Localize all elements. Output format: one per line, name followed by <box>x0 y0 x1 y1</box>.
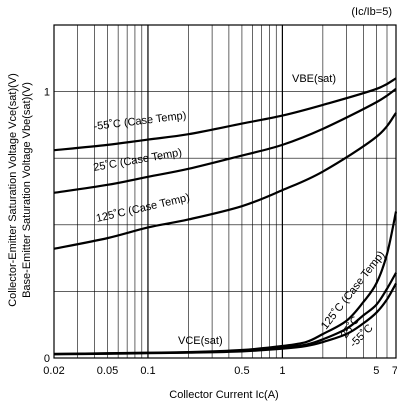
curve-labels: VBE(sat) VCE(sat) -55˚C (Case Temp) 25˚C… <box>92 73 387 350</box>
series-line-vbe-1 <box>53 88 397 194</box>
y-tick-label: 1 <box>44 87 50 99</box>
grid <box>54 25 397 358</box>
x-tick-label: 0.5 <box>234 365 249 377</box>
y-axis-label-vbe: Base-Emitter Saturation Voltage Vbe(sat)… <box>21 82 33 298</box>
series-line-vbe-0 <box>53 77 397 152</box>
x-tick-label: 0.1 <box>140 365 155 377</box>
y-axis-label-vce: Collector-Emitter Saturation Voltage Vce… <box>7 73 19 307</box>
x-tick-labels: 0.02 0.05 0.1 0.5 1 5 7 <box>43 365 397 377</box>
series-label-vbe-125: 125˚C (Case Temp) <box>95 192 191 225</box>
series-label-vbe-m55: -55˚C (Case Temp) <box>93 110 187 133</box>
x-tick-label: 5 <box>373 365 379 377</box>
x-axis-label: Collector Current Ic(A) <box>169 389 278 401</box>
x-tick-label: 1 <box>279 365 285 377</box>
series-line-vce-5 <box>53 282 397 356</box>
curves <box>53 77 397 356</box>
vbe-group-label: VBE(sat) <box>292 73 336 85</box>
current-ratio-note: (Ic/Ib=5) <box>351 6 392 18</box>
x-tick-label: 0.02 <box>43 365 64 377</box>
y-tick-labels: 01 <box>44 87 50 365</box>
x-tick-label: 7 <box>392 365 397 377</box>
vce-group-label: VCE(sat) <box>178 335 223 347</box>
series-line-vbe-2 <box>53 112 397 250</box>
y-tick-label: 0 <box>44 353 50 365</box>
series-line-vce-4 <box>53 272 397 356</box>
plot-frame <box>53 24 397 359</box>
x-tick-label: 0.05 <box>97 365 118 377</box>
series-label-vbe-25: 25˚C (Case Temp) <box>92 147 182 174</box>
